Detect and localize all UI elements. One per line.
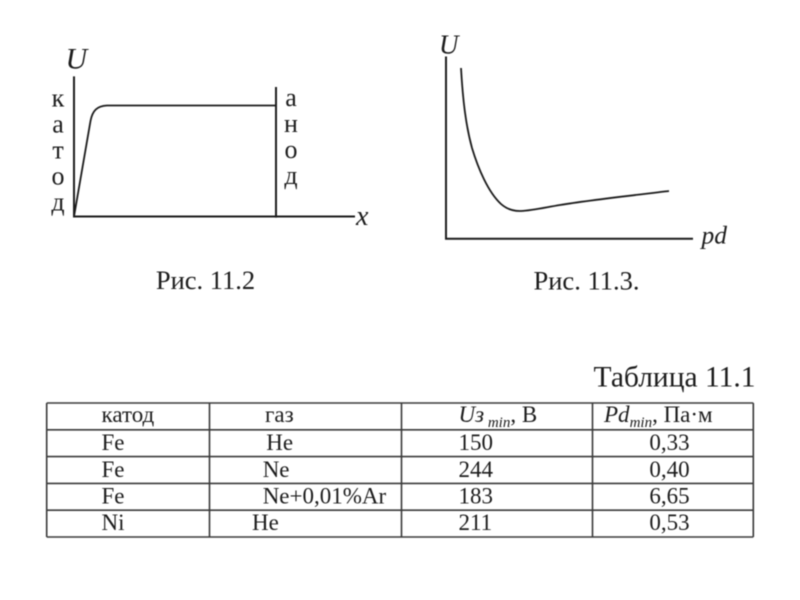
svg-text:о: о (52, 162, 65, 191)
svg-text:183: 183 (459, 484, 494, 509)
svg-text:0,33: 0,33 (649, 430, 689, 455)
svg-text:Fe: Fe (102, 430, 125, 455)
svg-text:н: н (284, 109, 298, 138)
svg-text:U: U (439, 30, 460, 60)
svg-text:Pdmin, Па·м: Pdmin, Па·м (603, 402, 713, 431)
svg-text:Таблица 11.1: Таблица 11.1 (594, 362, 756, 394)
svg-text:Ne: Ne (263, 457, 290, 482)
svg-text:0,40: 0,40 (649, 457, 689, 482)
svg-text:He: He (266, 430, 293, 455)
svg-text:Ni: Ni (102, 510, 125, 535)
svg-text:д: д (51, 188, 64, 217)
svg-text:6,65: 6,65 (649, 484, 689, 509)
svg-text:Рис. 11.2: Рис. 11.2 (156, 265, 255, 295)
svg-text:Ne+0,01%Ar: Ne+0,01%Ar (263, 484, 387, 509)
svg-text:к: к (52, 84, 65, 113)
svg-text:а: а (52, 110, 64, 139)
svg-text:а: а (285, 83, 297, 112)
svg-text:Fe: Fe (102, 484, 125, 509)
svg-text:газ: газ (265, 402, 294, 427)
svg-text:x: x (355, 201, 369, 232)
svg-text:244: 244 (459, 457, 494, 482)
svg-text:U: U (66, 43, 90, 76)
svg-text:Uз min, В: Uз min, В (459, 402, 538, 431)
svg-text:т: т (52, 136, 63, 165)
svg-text:Fe: Fe (102, 457, 125, 482)
svg-text:Рис. 11.3.: Рис. 11.3. (534, 266, 640, 296)
svg-text:д: д (284, 161, 297, 190)
svg-text:211: 211 (459, 510, 493, 535)
svg-text:He: He (252, 510, 279, 535)
svg-text:pd: pd (700, 221, 728, 250)
svg-text:о: о (285, 135, 298, 164)
svg-text:катод: катод (102, 402, 155, 427)
svg-text:150: 150 (459, 430, 494, 455)
svg-text:0,53: 0,53 (649, 510, 689, 535)
